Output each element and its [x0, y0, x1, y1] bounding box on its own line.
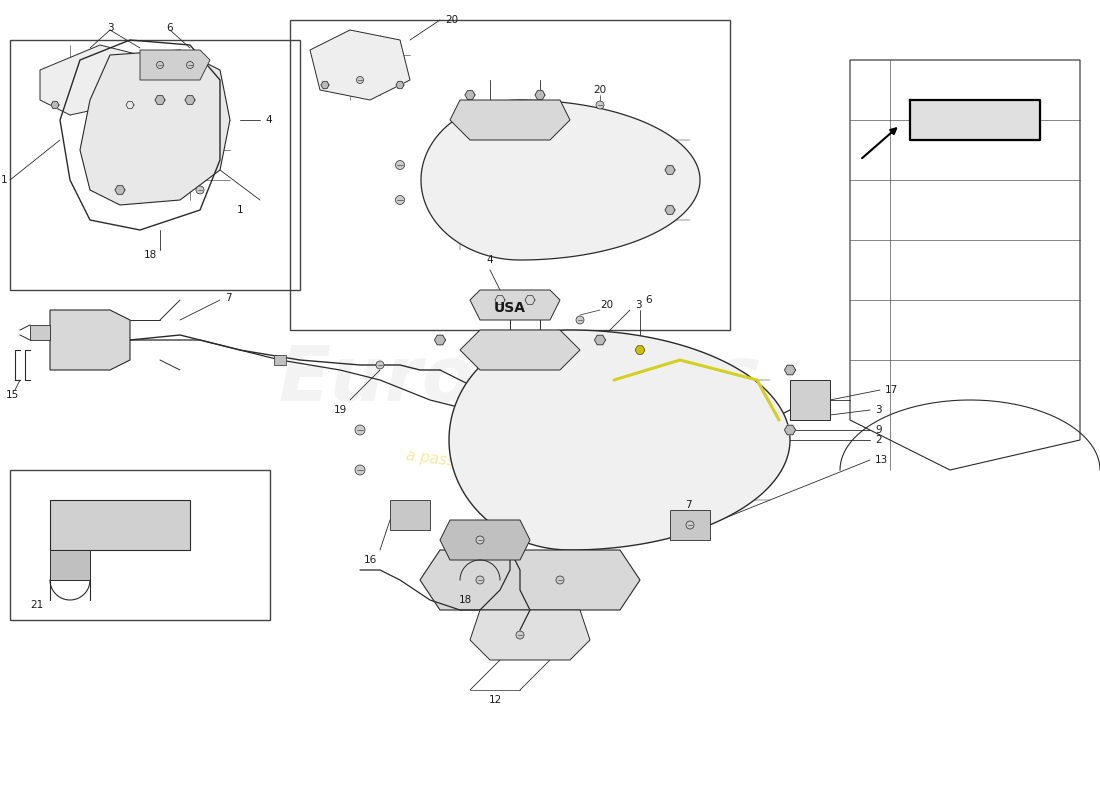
Polygon shape	[420, 550, 640, 610]
Circle shape	[156, 62, 164, 69]
Text: 3: 3	[874, 405, 881, 415]
Polygon shape	[790, 380, 830, 420]
Polygon shape	[470, 610, 590, 660]
Polygon shape	[310, 30, 410, 100]
Circle shape	[576, 316, 584, 324]
Circle shape	[396, 161, 405, 170]
Text: Eurospares: Eurospares	[278, 343, 761, 417]
Polygon shape	[80, 50, 230, 205]
Circle shape	[476, 576, 484, 584]
Text: 16: 16	[363, 555, 376, 565]
Text: 18: 18	[143, 250, 156, 260]
Polygon shape	[185, 96, 195, 104]
Circle shape	[476, 536, 484, 544]
Text: 6: 6	[167, 23, 174, 33]
Polygon shape	[666, 166, 675, 174]
Circle shape	[356, 77, 363, 83]
Polygon shape	[784, 366, 795, 374]
Text: 7: 7	[685, 500, 692, 510]
Polygon shape	[140, 50, 210, 80]
Polygon shape	[126, 102, 134, 109]
Text: 20: 20	[600, 300, 613, 310]
Polygon shape	[50, 310, 130, 370]
Polygon shape	[910, 100, 1040, 140]
Text: 4: 4	[486, 255, 493, 265]
Polygon shape	[470, 290, 560, 320]
Circle shape	[196, 186, 204, 194]
Text: 17: 17	[886, 385, 899, 395]
Text: 3: 3	[635, 300, 641, 310]
Polygon shape	[434, 335, 446, 345]
Text: 2: 2	[874, 435, 881, 445]
Polygon shape	[321, 82, 329, 89]
Text: 20: 20	[446, 15, 458, 25]
Text: 1: 1	[0, 175, 7, 185]
Polygon shape	[390, 500, 430, 530]
Circle shape	[516, 631, 524, 639]
Polygon shape	[460, 330, 580, 370]
Circle shape	[686, 521, 694, 529]
Polygon shape	[51, 102, 59, 109]
Circle shape	[396, 195, 405, 205]
Circle shape	[636, 346, 645, 354]
Polygon shape	[465, 90, 475, 99]
Circle shape	[355, 465, 365, 475]
Text: 19: 19	[333, 405, 346, 415]
Text: 15: 15	[6, 390, 19, 400]
Polygon shape	[30, 325, 50, 340]
Polygon shape	[274, 355, 286, 365]
Polygon shape	[50, 500, 190, 550]
Polygon shape	[535, 90, 544, 99]
Polygon shape	[40, 45, 140, 115]
Text: 3: 3	[107, 23, 113, 33]
Circle shape	[376, 361, 384, 369]
Text: 20: 20	[593, 85, 606, 95]
Text: 1: 1	[236, 205, 243, 215]
Polygon shape	[450, 100, 570, 140]
Polygon shape	[525, 296, 535, 304]
Polygon shape	[449, 330, 790, 550]
Circle shape	[355, 425, 365, 435]
Polygon shape	[421, 100, 700, 260]
Polygon shape	[666, 206, 675, 214]
Text: a passion for parts since 1985: a passion for parts since 1985	[405, 449, 636, 491]
Polygon shape	[116, 186, 125, 194]
Polygon shape	[495, 296, 505, 304]
Circle shape	[596, 101, 604, 109]
Polygon shape	[670, 510, 710, 540]
Text: 6: 6	[645, 295, 651, 305]
Text: 13: 13	[874, 455, 889, 465]
Text: USA: USA	[494, 301, 526, 315]
Polygon shape	[636, 346, 645, 354]
Circle shape	[556, 576, 564, 584]
Polygon shape	[50, 550, 90, 580]
Polygon shape	[784, 426, 795, 434]
Circle shape	[187, 62, 194, 69]
Text: 7: 7	[226, 293, 232, 303]
Polygon shape	[396, 82, 404, 89]
Text: 12: 12	[488, 695, 502, 705]
Text: 4: 4	[265, 115, 272, 125]
Polygon shape	[155, 96, 165, 104]
Text: 21: 21	[30, 600, 43, 610]
Polygon shape	[440, 520, 530, 560]
Text: 18: 18	[459, 595, 472, 605]
Text: 9: 9	[874, 425, 881, 435]
Polygon shape	[594, 335, 605, 345]
